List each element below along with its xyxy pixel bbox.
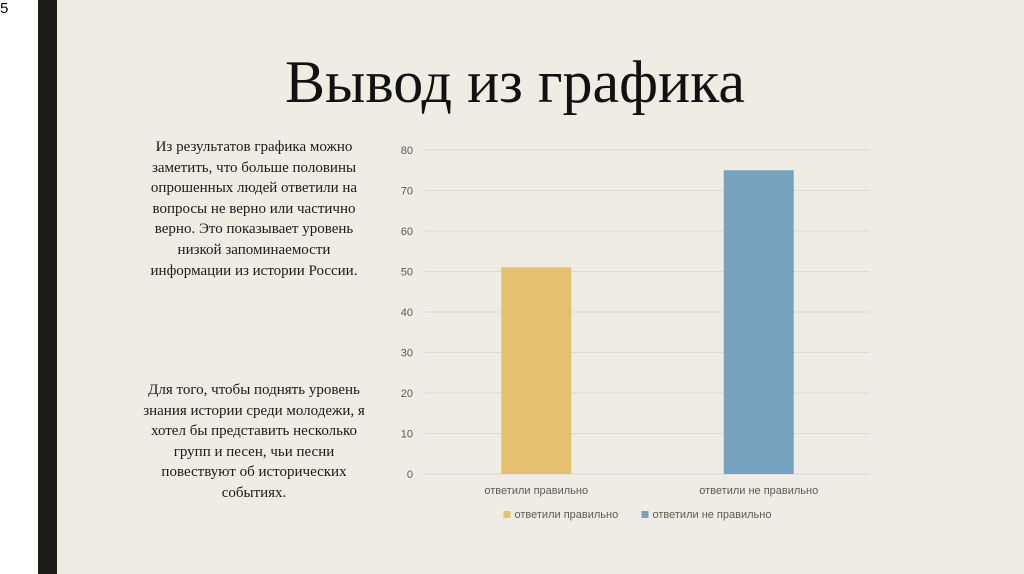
x-category-label: ответили не правильно: [699, 485, 818, 497]
y-tick-label: 10: [401, 429, 413, 441]
bar-incorrect: [723, 170, 794, 474]
legend-swatch: [641, 511, 649, 518]
y-tick-label: 80: [401, 145, 413, 157]
y-tick-label: 0: [407, 469, 413, 481]
slide-accent-bar: [38, 0, 57, 574]
chart-gridlines: [425, 149, 870, 475]
x-category-label: ответили правильно: [484, 485, 588, 497]
chart-bars: [501, 170, 794, 474]
legend-swatch: [503, 511, 511, 518]
conclusion-paragraph: Из результатов графика можно заметить, ч…: [150, 139, 358, 279]
chart-legend: ответили правильно ответили не правильно: [503, 509, 772, 521]
slide-number: 5: [0, 0, 9, 17]
slide-title: Вывод из графика: [285, 49, 745, 115]
y-tick-label: 30: [401, 348, 413, 360]
y-tick-label: 50: [401, 267, 413, 279]
slide-left-margin: [0, 0, 38, 574]
y-tick-label: 40: [401, 307, 413, 319]
proposal-paragraph: Для того, чтобы поднять уровень знания и…: [143, 382, 365, 501]
y-tick-label: 60: [401, 226, 413, 238]
chart-y-axis: 0 10 20 30 40 50 60 70 80: [401, 145, 413, 481]
y-tick-label: 70: [401, 186, 413, 198]
bar-chart: 0 10 20 30 40 50 60 70 80 ответили правильно отве…: [380, 135, 880, 530]
legend-label: ответили не правильно: [653, 509, 772, 521]
legend-label: ответили правильно: [515, 509, 619, 521]
y-tick-label: 20: [401, 388, 413, 400]
bar-correct: [501, 267, 572, 474]
chart-x-axis: ответили правильно ответили не правильно: [484, 485, 818, 497]
